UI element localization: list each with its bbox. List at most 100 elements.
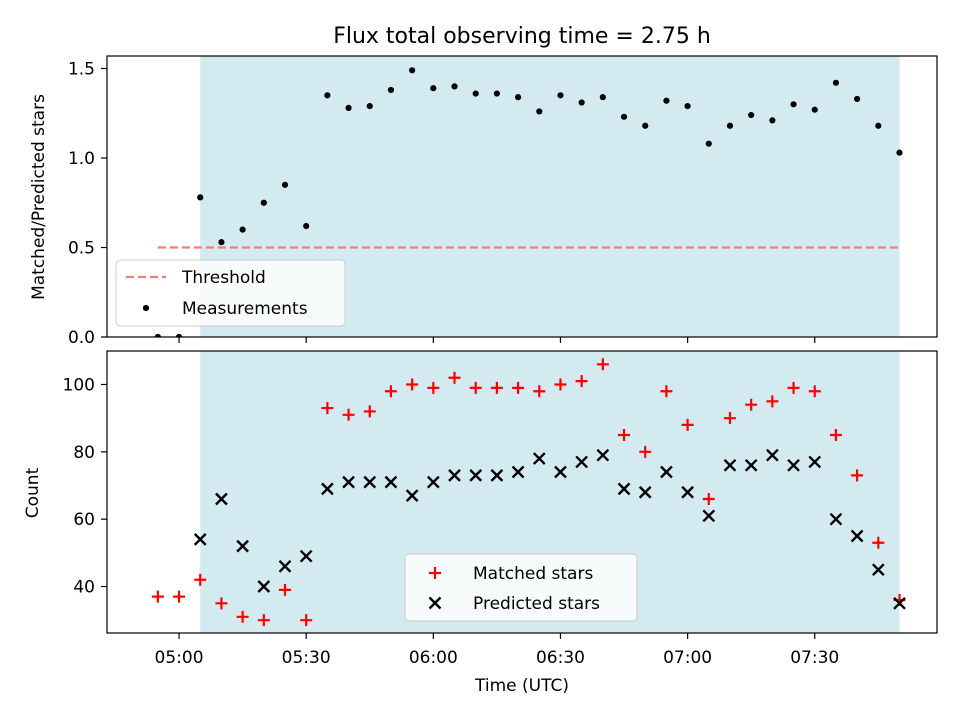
measurement-point (875, 122, 882, 129)
x-tick-label: 05:00 (155, 648, 204, 668)
measurement-point (705, 140, 712, 147)
predicted-stars-point (744, 458, 758, 472)
matched-stars-point (681, 418, 694, 431)
measurement-point (748, 111, 755, 119)
matched-stars-point (448, 371, 461, 384)
predicted-stars-point (426, 475, 440, 489)
matched-stars-point (151, 590, 164, 603)
x-tick-label: 07:30 (790, 648, 839, 668)
predicted-stars-point (723, 458, 737, 472)
measurement-point (303, 222, 310, 230)
matched-stars-point (278, 583, 291, 596)
matched-stars-point (660, 385, 673, 398)
matched-stars-point (851, 469, 864, 482)
matched-stars-point (300, 614, 313, 627)
bottom-axes-frame (106, 350, 938, 634)
chart-title: Flux total observing time = 2.75 h (333, 24, 711, 49)
predicted-stars-point (617, 482, 631, 496)
predicted-stars-point (532, 452, 546, 465)
predicted-stars-point (850, 529, 864, 543)
predicted-stars-point (193, 533, 207, 546)
matched-stars-point (808, 385, 821, 398)
legend-measurements-label: Measurements (182, 299, 308, 319)
x-tick-label: 05:30 (282, 648, 331, 668)
measurement-point (281, 181, 289, 188)
top-plot-area (154, 67, 903, 337)
x-tick-label: 07:00 (663, 648, 712, 668)
predicted-stars-point (638, 485, 652, 499)
matched-stars-point (512, 381, 525, 394)
measurement-point (409, 67, 416, 74)
predicted-stars-point (829, 512, 843, 526)
predicted-stars-point (405, 489, 419, 502)
legend-box (404, 553, 638, 622)
matched-stars-point (215, 597, 228, 610)
matched-stars-point (406, 378, 419, 391)
measurement-point (430, 85, 437, 92)
bottom-y-axis-label: Count (23, 467, 43, 518)
legend-matched-label: Matched stars (473, 564, 593, 584)
matched-stars-point (554, 378, 567, 391)
matched-stars-point (469, 381, 482, 394)
matched-stars-point (173, 590, 186, 603)
predicted-stars-point (871, 563, 885, 577)
measurement-point (514, 94, 522, 101)
predicted-stars-point (384, 475, 398, 489)
predicted-stars-point (321, 482, 334, 496)
matched-stars-point (723, 412, 736, 425)
matched-stars-point (236, 610, 249, 623)
measurement-point (387, 86, 395, 94)
measurement-point (642, 122, 649, 129)
legend-box (115, 259, 346, 327)
measurement-point (175, 333, 183, 337)
predicted-stars-point (448, 469, 461, 482)
legend-threshold-label: Threshold (181, 268, 266, 288)
predicted-stars-point (596, 448, 610, 462)
measurement-point (769, 117, 776, 124)
predicted-stars-point (469, 469, 483, 482)
predicted-stars-point (702, 509, 716, 523)
predicted-stars-point (257, 580, 271, 593)
measurement-point (197, 194, 204, 201)
y-tick-label: 100 (63, 376, 95, 396)
matched-stars-point (787, 381, 800, 394)
legend-predicted-swatch (428, 596, 442, 610)
y-tick-label: 0.5 (68, 239, 95, 259)
measurement-point (536, 108, 543, 115)
y-tick-label: 60 (73, 510, 95, 530)
measurement-point (451, 83, 458, 90)
measurement-point (811, 106, 818, 113)
measurement-point (154, 333, 161, 337)
matched-stars-point (596, 358, 609, 371)
matched-stars-point (702, 492, 715, 505)
measurement-point (218, 239, 225, 246)
measurement-point (324, 92, 331, 99)
matched-stars-point (618, 429, 631, 441)
predicted-stars-point (511, 465, 525, 479)
matched-stars-point (194, 573, 207, 586)
matched-stars-point (342, 408, 355, 421)
predicted-stars-point (215, 492, 228, 506)
predicted-stars-point (490, 469, 504, 482)
x-tick-label: 06:30 (536, 648, 585, 668)
y-tick-label: 1.0 (68, 149, 95, 169)
top-axes-frame (106, 55, 938, 338)
measurement-point (832, 79, 840, 86)
matched-stars-point (575, 375, 588, 388)
matched-stars-point (639, 445, 652, 458)
y-tick-label: 1.5 (68, 60, 95, 80)
predicted-stars-point (766, 448, 779, 462)
measurement-point (557, 92, 564, 99)
bottom-plot-area (151, 358, 906, 627)
measurement-point (239, 226, 246, 233)
matched-stars-point (257, 614, 270, 627)
matched-stars-point (384, 385, 397, 398)
matched-stars-point (766, 395, 779, 408)
top-y-axis-label: Matched/Predicted stars (29, 94, 49, 300)
x-tick-label: 06:00 (409, 648, 458, 668)
predicted-stars-point (278, 559, 292, 573)
predicted-stars-point (787, 458, 800, 472)
matched-stars-point (533, 385, 546, 398)
measurement-point (896, 149, 903, 156)
